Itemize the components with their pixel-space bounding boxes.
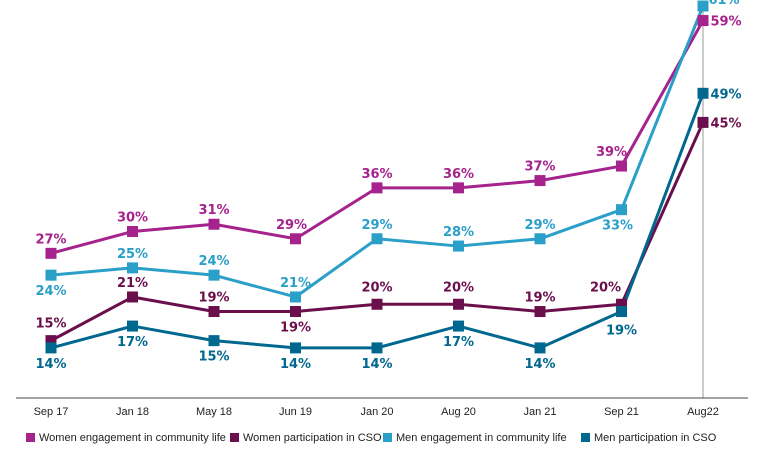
legend-entry: Men participation in CSO xyxy=(594,432,717,444)
data-point xyxy=(45,247,57,259)
data-label: 24% xyxy=(198,254,229,269)
legend: Women engagement in community life Women … xyxy=(26,432,717,444)
data-label: 20% xyxy=(590,280,621,295)
data-point xyxy=(697,15,709,27)
data-point xyxy=(290,342,301,354)
x-tick-label: Jan 20 xyxy=(360,406,393,418)
x-tick-label: Jan 21 xyxy=(523,406,556,418)
data-label: 21% xyxy=(117,276,148,291)
data-label: 14% xyxy=(280,357,311,372)
data-label: 29% xyxy=(524,218,555,233)
data-point xyxy=(127,320,138,332)
data-label: 25% xyxy=(117,247,148,262)
data-label: 61% xyxy=(708,0,739,8)
data-label: 30% xyxy=(117,211,148,226)
x-tick-label: May 18 xyxy=(196,406,232,418)
data-label: 59% xyxy=(710,15,741,30)
data-point xyxy=(371,233,383,245)
data-label: 15% xyxy=(35,317,66,332)
data-label: 19% xyxy=(524,291,555,306)
data-point xyxy=(208,306,220,318)
data-point xyxy=(208,218,220,230)
data-point xyxy=(45,335,57,347)
legend-swatch xyxy=(383,433,392,442)
data-label: 39% xyxy=(596,145,627,160)
data-label: 15% xyxy=(198,350,229,365)
data-point xyxy=(616,306,627,318)
data-label: 36% xyxy=(361,167,392,182)
x-tick-label: Sep 21 xyxy=(604,406,639,418)
data-point xyxy=(616,204,627,216)
data-label: 36% xyxy=(443,167,474,182)
data-label: 24% xyxy=(35,284,66,299)
data-label: 29% xyxy=(361,218,392,233)
data-point xyxy=(697,0,709,12)
x-tick-label: Aug22 xyxy=(687,406,719,418)
data-label: 14% xyxy=(35,357,66,372)
data-label: 19% xyxy=(606,324,637,339)
legend-entry: Women engagement in community life xyxy=(39,432,226,444)
data-point xyxy=(616,160,627,172)
data-label: 37% xyxy=(524,160,555,175)
data-label: 20% xyxy=(443,280,474,295)
data-point xyxy=(453,298,464,310)
legend-swatch xyxy=(581,433,590,442)
data-label: 27% xyxy=(35,232,66,247)
data-label: 33% xyxy=(602,219,633,234)
data-point xyxy=(290,233,301,245)
data-label: 17% xyxy=(443,335,474,350)
data-point xyxy=(453,320,464,332)
data-label: 21% xyxy=(280,276,311,291)
data-label: 28% xyxy=(443,225,474,240)
data-label: 49% xyxy=(710,87,741,102)
data-point xyxy=(45,269,57,281)
x-axis: Sep 17 Jan 18 May 18 Jun 19 Jan 20 Aug 20 Jan … xyxy=(16,397,748,418)
data-label: 19% xyxy=(280,321,311,336)
x-tick-label: Sep 17 xyxy=(34,406,69,418)
data-point xyxy=(127,226,138,238)
legend-entry: Men engagement in community life xyxy=(396,432,567,444)
data-point xyxy=(534,233,546,245)
data-point xyxy=(208,335,220,347)
legend-swatch xyxy=(230,433,239,442)
data-point xyxy=(534,175,546,187)
data-point xyxy=(371,182,383,194)
data-label: 45% xyxy=(710,116,741,131)
data-label: 19% xyxy=(198,291,229,306)
x-tick-label: Jan 18 xyxy=(116,406,149,418)
data-label: 17% xyxy=(117,335,148,350)
data-point xyxy=(697,116,709,128)
data-point xyxy=(453,240,464,252)
data-point xyxy=(453,182,464,194)
data-point xyxy=(371,342,383,354)
x-tick-label: Aug 20 xyxy=(441,406,476,418)
data-labels: 27% 30% 31% 29% 36% 36% 37% 39% 59% 15% 21% 19% 19% 2… xyxy=(35,0,741,372)
data-label: 31% xyxy=(198,203,229,218)
data-label: 14% xyxy=(524,357,555,372)
data-point xyxy=(290,306,301,318)
data-point xyxy=(371,298,383,310)
legend-swatch xyxy=(26,433,35,442)
data-label: 29% xyxy=(276,218,307,233)
data-point xyxy=(616,298,627,310)
series-markers xyxy=(45,0,709,354)
data-point xyxy=(534,306,546,318)
data-point xyxy=(208,269,220,281)
data-point xyxy=(45,342,57,354)
legend-entry: Women participation in CSO xyxy=(243,432,382,444)
data-point xyxy=(534,342,546,354)
data-point xyxy=(697,87,709,99)
data-label: 14% xyxy=(361,357,392,372)
data-point xyxy=(127,291,138,303)
data-point xyxy=(127,262,138,274)
data-label: 20% xyxy=(361,280,392,295)
data-point xyxy=(290,291,301,303)
x-tick-label: Jun 19 xyxy=(279,406,312,418)
